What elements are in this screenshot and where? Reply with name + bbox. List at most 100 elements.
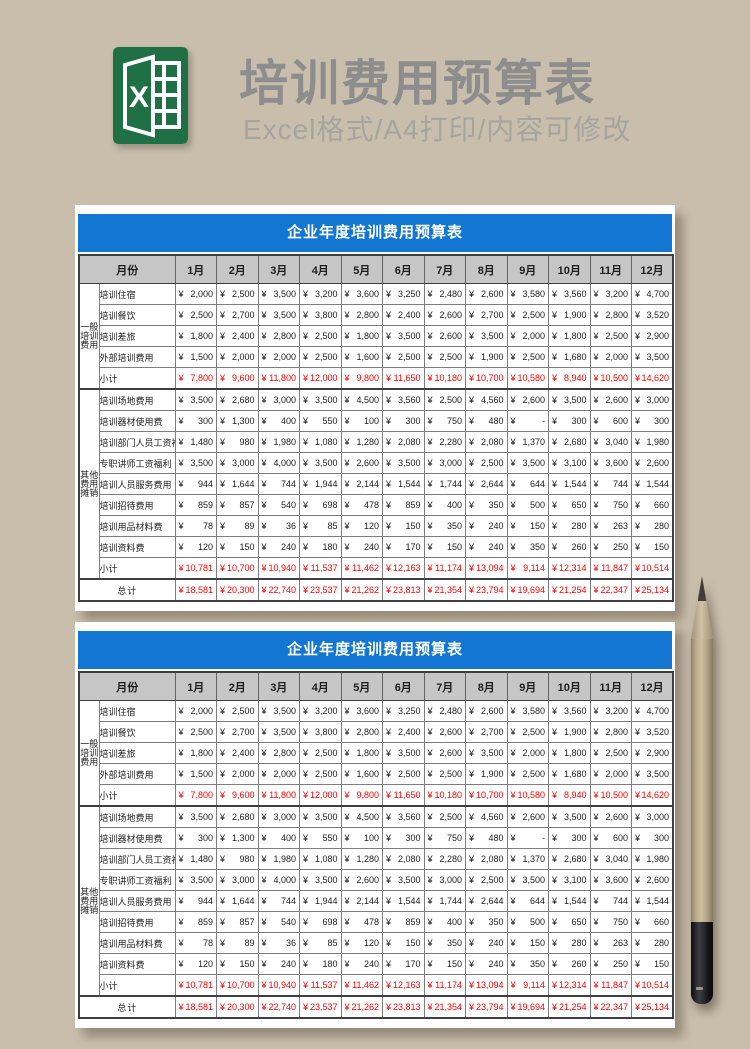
currency-symbol: ¥ — [261, 727, 267, 737]
cell-value: 3,560 — [397, 395, 421, 405]
cell-value: 350 — [529, 959, 545, 969]
value-cell: ¥1,744 — [423, 473, 466, 495]
currency-symbol: ¥ — [469, 416, 475, 426]
currency-symbol: ¥ — [469, 458, 475, 468]
value-cell: ¥3,800 — [299, 304, 342, 326]
currency-symbol: ¥ — [552, 1002, 558, 1012]
row-label-cell: 培训人员服务费用 — [98, 890, 176, 912]
currency-symbol: ¥ — [510, 812, 516, 822]
currency-symbol: ¥ — [261, 479, 267, 489]
value-cell: ¥2,500 — [465, 452, 508, 474]
currency-symbol: ¥ — [386, 812, 392, 822]
cell-value: 480 — [488, 416, 504, 426]
value-cell: ¥3,580 — [506, 700, 549, 722]
value-cell: ¥2,500 — [423, 346, 466, 368]
cell-value: 9,800 — [356, 790, 379, 800]
currency-symbol: ¥ — [303, 310, 309, 320]
currency-symbol: ¥ — [635, 331, 641, 341]
value-cell: ¥1,500 — [174, 346, 217, 368]
value-cell: ¥3,250 — [382, 283, 425, 305]
cell-value: 11,800 — [269, 790, 296, 800]
currency-symbol: ¥ — [344, 500, 350, 510]
cell-value: 859 — [197, 917, 213, 927]
cell-value: 3,500 — [314, 812, 338, 822]
currency-symbol: ¥ — [427, 500, 433, 510]
value-cell: ¥20,300 — [216, 995, 259, 1019]
cell-value: 2,400 — [397, 310, 421, 320]
cell-value: 23,537 — [309, 1002, 338, 1012]
cell-value: 1,800 — [190, 331, 213, 341]
value-cell: ¥2,500 — [216, 283, 259, 305]
cell-value: 2,680 — [231, 812, 255, 822]
cell-value: 350 — [529, 542, 545, 552]
cell-value: 240 — [280, 959, 296, 969]
cell-value: 744 — [280, 896, 296, 906]
group-label-cell: 一般培训费用 — [78, 283, 100, 390]
table-row: 其他费用摊销 培训场地费用 ¥3,500 ¥2,680 ¥3,000 ¥3,500 ¥4,5… — [78, 805, 674, 997]
month-header-cell: 12月 — [631, 671, 674, 701]
cell-value: 21,254 — [558, 585, 587, 595]
value-cell: ¥644 — [506, 890, 549, 912]
value-cell: ¥150 — [631, 536, 674, 558]
value-cell: ¥ - — [506, 827, 549, 849]
value-cell: ¥8,940 — [548, 784, 591, 807]
currency-symbol: ¥ — [303, 938, 309, 948]
cell-value: 11,800 — [269, 373, 296, 383]
value-cell: ¥980 — [216, 848, 259, 870]
value-cell: ¥1,800 — [174, 742, 217, 764]
cell-value: 1,544 — [646, 479, 669, 489]
currency-symbol: ¥ — [427, 748, 433, 758]
cell-value: 1,744 — [439, 479, 462, 489]
value-cell: ¥3,600 — [589, 452, 632, 474]
currency-symbol: ¥ — [303, 352, 309, 362]
value-cell: ¥1,480 — [174, 431, 217, 453]
cell-value: 2,280 — [439, 854, 462, 864]
currency-symbol: ¥ — [303, 727, 309, 737]
value-cell: ¥3,500 — [465, 742, 508, 764]
currency-symbol: ¥ — [635, 521, 641, 531]
currency-symbol: ¥ — [552, 352, 558, 362]
cell-value: 150 — [653, 959, 669, 969]
value-cell: ¥3,520 — [631, 721, 674, 743]
currency-symbol: ¥ — [593, 748, 599, 758]
cell-value: 10,580 — [517, 373, 545, 383]
cell-value: 3,040 — [605, 854, 628, 864]
value-cell: ¥540 — [257, 494, 300, 516]
cell-value: 10,580 — [517, 790, 545, 800]
currency-symbol: ¥ — [178, 373, 184, 383]
currency-symbol: ¥ — [261, 959, 267, 969]
currency-symbol: ¥ — [386, 854, 392, 864]
cell-value: 1,280 — [356, 854, 379, 864]
currency-symbol: ¥ — [220, 563, 226, 573]
table-header-row: 月份 1月 2月 3月 4月 5月 6月 7月 8月 9月 10月 11月 12月 — [78, 671, 674, 701]
value-cell: ¥4,560 — [465, 805, 508, 828]
value-cell: ¥11,847 — [589, 557, 632, 580]
value-cell: ¥280 — [631, 932, 674, 954]
value-cell: ¥3,040 — [589, 848, 632, 870]
value-cell: ¥21,262 — [340, 995, 383, 1019]
value-cell: ¥10,700 — [216, 974, 259, 997]
currency-symbol: ¥ — [220, 500, 226, 510]
month-header-cell: 5月 — [340, 254, 383, 284]
value-cell: ¥3,500 — [257, 304, 300, 326]
currency-symbol: ¥ — [427, 959, 433, 969]
cell-value: 500 — [529, 917, 545, 927]
currency-symbol: ¥ — [635, 938, 641, 948]
value-cell: ¥12,314 — [548, 557, 591, 580]
month-header-cell: 8月 — [465, 254, 508, 284]
cell-value: 2,680 — [563, 854, 587, 864]
value-cell: ¥2,480 — [423, 283, 466, 305]
product-subtitle: Excel格式/A4打印/内容可修改 — [243, 114, 632, 145]
currency-symbol: ¥ — [344, 938, 350, 948]
subtotal-row: 小计 ¥10,781 ¥10,700 ¥10,940 ¥11,537 ¥11,462 ¥12… — [79, 557, 674, 580]
cell-value: 10,940 — [268, 563, 296, 573]
subtotal-label-cell: 小计 — [98, 784, 176, 807]
cell-value: 3,500 — [522, 875, 545, 885]
currency-symbol: ¥ — [220, 833, 226, 843]
value-cell: ¥3,000 — [257, 388, 300, 411]
value-cell: ¥2,280 — [423, 848, 466, 870]
row-label-cell: 培训招待费用 — [98, 494, 176, 516]
cell-value: 1,800 — [356, 331, 379, 341]
currency-symbol: ¥ — [469, 310, 475, 320]
currency-symbol: ¥ — [261, 585, 267, 595]
